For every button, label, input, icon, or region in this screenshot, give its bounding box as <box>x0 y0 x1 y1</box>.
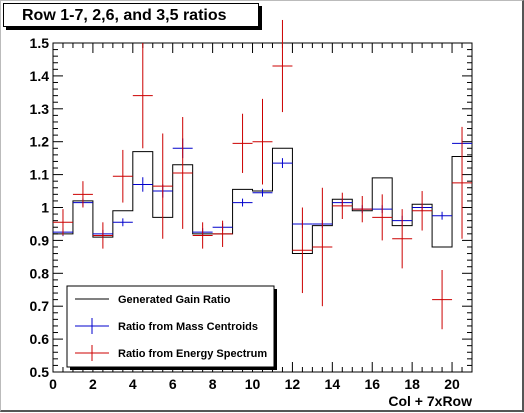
x-tick-label: 0 <box>49 376 57 392</box>
x-tick-label: 6 <box>169 376 177 392</box>
energy-spectrum-point <box>272 19 293 113</box>
x-tick-label: 20 <box>444 376 460 392</box>
energy-spectrum-point <box>292 207 313 294</box>
legend-label: Generated Gain Ratio <box>118 294 231 306</box>
energy-spectrum-point <box>132 43 153 149</box>
legend-label: Ratio from Energy Spectrum <box>118 348 267 360</box>
energy-spectrum-point <box>392 209 413 269</box>
mass-centroid-point <box>252 188 273 197</box>
x-tick-label: 10 <box>245 376 261 392</box>
mass-centroid-point <box>432 211 453 220</box>
energy-spectrum-point <box>332 192 353 220</box>
energy-spectrum-point <box>412 191 433 231</box>
energy-spectrum-point <box>252 98 273 185</box>
y-tick-label: 0.8 <box>30 265 50 281</box>
energy-spectrum-point <box>112 149 133 203</box>
y-tick-label: 0.7 <box>30 298 50 314</box>
y-tick-label: 1.3 <box>30 101 50 117</box>
mass-centroid-point <box>272 158 293 169</box>
x-tick-label: 14 <box>325 376 341 392</box>
energy-spectrum-point <box>452 126 472 239</box>
energy-spectrum-point <box>92 222 113 249</box>
x-tick-label: 12 <box>285 376 301 392</box>
mass-centroid-point <box>112 218 133 227</box>
mass-centroid-point <box>132 177 153 192</box>
energy-spectrum-point <box>352 195 373 223</box>
energy-spectrum-point <box>72 181 93 208</box>
y-tick-label: 1.5 <box>30 35 50 51</box>
energy-spectrum-point <box>212 220 233 247</box>
energy-spectrum-point <box>172 117 193 229</box>
mass-centroid-point <box>232 198 253 207</box>
energy-spectrum-point <box>372 194 393 241</box>
x-tick-label: 8 <box>209 376 217 392</box>
x-axis-title: Col + 7xRow <box>388 393 472 409</box>
legend-label: Ratio from Mass Centroids <box>118 321 258 333</box>
x-tick-label: 4 <box>129 376 137 392</box>
energy-spectrum-point <box>312 187 333 307</box>
x-tick-label: 2 <box>89 376 97 392</box>
energy-spectrum-point <box>152 133 173 239</box>
y-tick-label: 0.5 <box>30 364 50 380</box>
y-tick-label: 0.6 <box>30 331 50 347</box>
x-tick-label: 18 <box>404 376 420 392</box>
chart-title-box: Row 1-7, 2,6, and 3,5 ratios <box>3 3 259 27</box>
x-tick-label: 16 <box>364 376 380 392</box>
energy-spectrum-point <box>192 222 213 249</box>
energy-spectrum-point <box>232 113 253 173</box>
y-tick-label: 1.4 <box>30 68 50 84</box>
y-tick-label: 1 <box>41 200 49 216</box>
chart-title: Row 1-7, 2,6, and 3,5 ratios <box>22 7 227 24</box>
energy-spectrum-point <box>53 209 73 236</box>
series-gain-histogram <box>53 147 472 255</box>
y-tick-label: 1.1 <box>30 167 50 183</box>
y-tick-label: 1.2 <box>30 134 50 150</box>
energy-spectrum-point <box>432 270 453 330</box>
y-tick-label: 0.9 <box>30 232 50 248</box>
